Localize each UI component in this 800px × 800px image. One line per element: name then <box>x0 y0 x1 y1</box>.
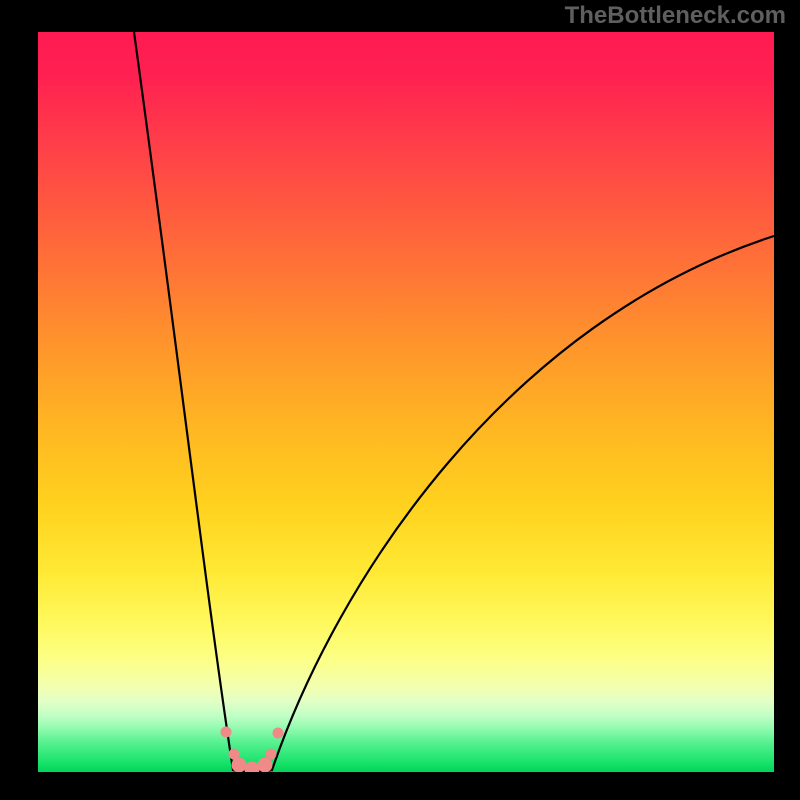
v-curve <box>134 32 774 772</box>
curve-marker <box>232 758 247 773</box>
curve-marker <box>266 749 277 760</box>
curve-marker <box>258 758 273 773</box>
curve-marker <box>273 728 284 739</box>
curve-marker <box>221 727 232 738</box>
plot-area <box>38 32 774 772</box>
curve-marker <box>245 762 260 773</box>
watermark-text: TheBottleneck.com <box>565 2 786 30</box>
curve-overlay <box>38 32 774 772</box>
